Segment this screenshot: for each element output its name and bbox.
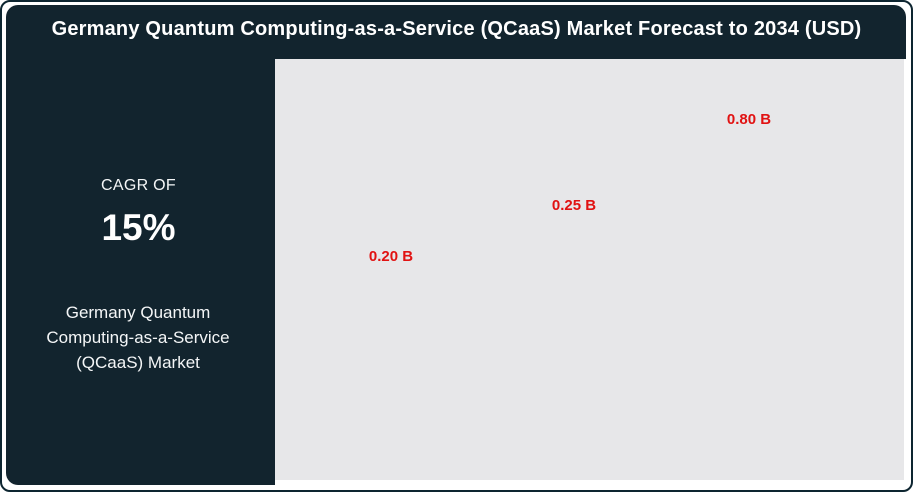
plot-area: 0.20 B 0.25 B 0.80 B <box>275 59 904 480</box>
cagr-value: 15% <box>101 207 176 248</box>
sidebar: CAGR OF 15% Germany Quantum Computing-as… <box>2 59 275 488</box>
data-label-2034: 0.80 B <box>726 111 772 128</box>
cagr-label: CAGR OF <box>101 177 176 194</box>
data-label-2024: 0.20 B <box>368 248 414 265</box>
market-name: Germany Quantum Computing-as-a-Service (… <box>46 303 230 372</box>
chart-area: 0.20 B 0.25 B 0.80 B <box>275 59 908 488</box>
data-label-mid: 0.25 B <box>551 197 597 214</box>
chart-title: Germany Quantum Computing-as-a-Service (… <box>51 18 862 40</box>
